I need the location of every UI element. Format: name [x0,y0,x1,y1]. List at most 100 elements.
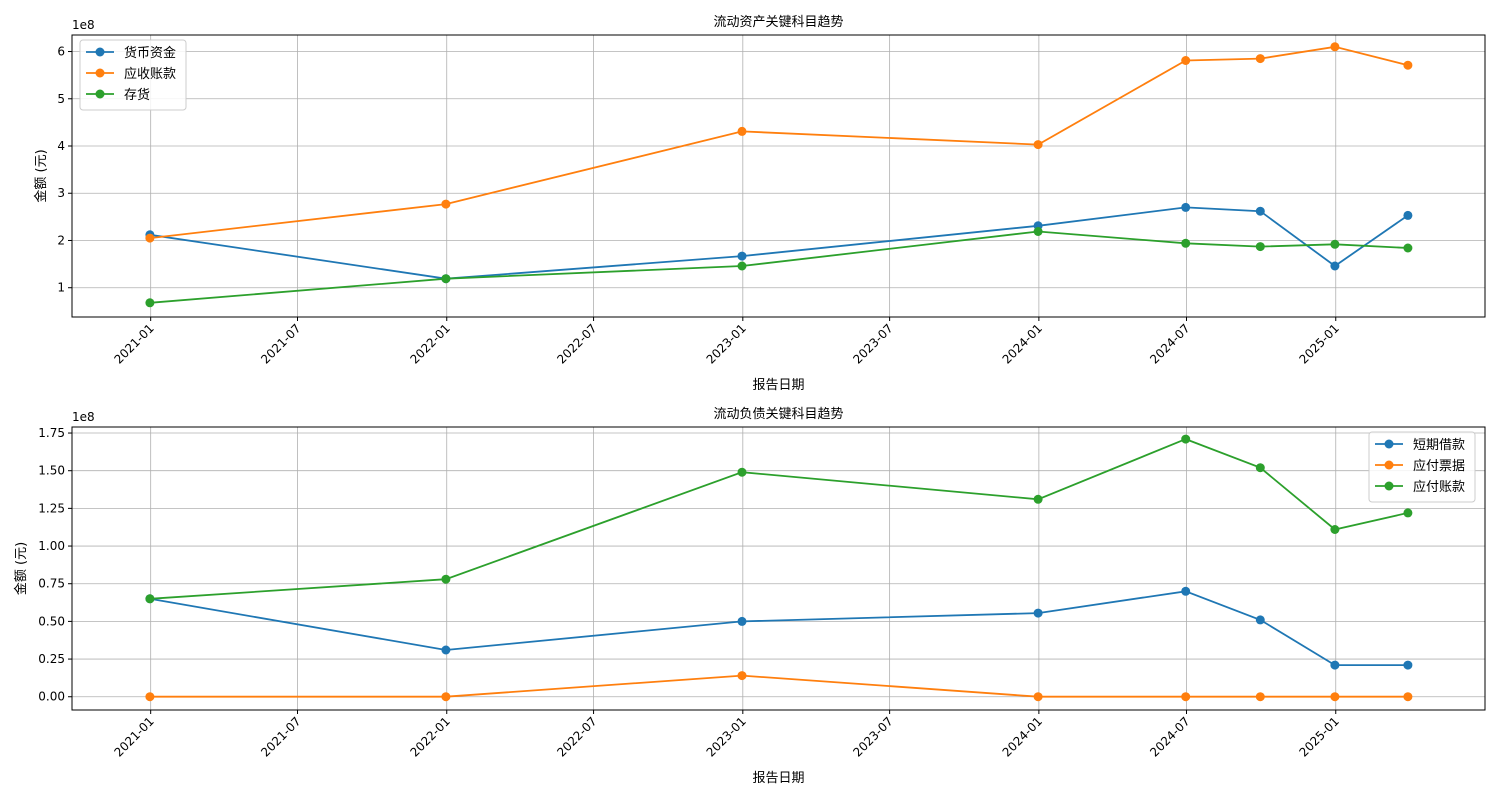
plot-frame [71,34,1486,318]
data-point [1181,434,1191,444]
y-tick-label: 0.00 [38,690,65,704]
data-point [441,692,451,702]
legend-box [79,39,187,111]
legend-marker [95,47,105,57]
data-point [441,574,451,584]
series-3 [145,227,1413,308]
x-tick-label: 2024-01 [1000,714,1045,759]
x-tick-label: 2022-07 [554,714,599,759]
x-tick-label: 2025-01 [1297,714,1342,759]
y-tick-label: 0.25 [38,652,65,666]
data-point [1255,692,1265,702]
chart-title: 流动负债关键科目趋势 [713,406,843,422]
data-point [1403,660,1413,670]
data-point [1403,210,1413,220]
x-axis-label: 报告日期 [752,378,804,393]
x-tick-label: 2025-01 [1297,321,1342,366]
data-point [1255,242,1265,252]
legend-box [1368,431,1476,503]
data-point [145,594,155,604]
x-tick-label: 2022-01 [408,714,453,759]
chart-title: 流动资产关键科目趋势 [713,14,843,30]
chart-2: 2021-01 2021-07 2022-01 2022-07 2023-01 2023-… [13,406,1486,786]
data-point [1181,56,1191,65]
x-tick-label: 2024-07 [1147,714,1192,759]
data-point [1181,692,1191,702]
x-tick-label: 2024-01 [1000,321,1045,366]
y-tick-label: 1.25 [38,501,65,515]
data-point [1403,243,1413,253]
x-tick-label: 2021-07 [258,321,303,366]
y-tick-label: 2 [57,233,65,247]
legend-label: 货币资金 [124,45,176,61]
y-axis-label: 金额 (元) [33,149,49,202]
legend-marker [1384,460,1394,470]
series-line [149,45,1409,239]
data-point [737,261,747,271]
data-point [1181,202,1191,212]
series-2 [145,671,1413,702]
data-point [1033,227,1043,236]
data-point [737,616,747,626]
y-tick-label: 1.50 [38,464,65,478]
data-point [737,126,747,136]
x-tick-label: 2023-01 [704,321,749,366]
legend-label: 存货 [124,87,150,103]
data-point [441,274,451,284]
data-point [1255,615,1265,625]
data-point [145,692,155,702]
data-point [1403,692,1413,702]
legend-label: 应付票据 [1413,458,1465,474]
series-3 [145,434,1413,604]
x-tick-label: 2024-07 [1147,321,1192,366]
x-axis-label: 报告日期 [752,771,804,786]
series-2 [145,42,1413,243]
legend-label: 短期借款 [1413,438,1465,453]
x-tick-label: 2023-07 [850,321,895,366]
data-point [737,467,747,477]
y-offset-label: 1e8 [72,410,95,424]
data-point [1181,586,1191,596]
legend-marker [1384,481,1394,491]
y-tick-label: 0.50 [38,614,65,628]
y-offset-label: 1e8 [72,18,95,32]
y-tick-label: 6 [57,45,65,59]
data-point [1330,660,1340,670]
x-tick-label: 2022-07 [554,321,599,366]
chart-1: 2021-01 2021-07 2022-01 2022-07 2023-01 2023-… [33,14,1486,393]
y-tick-label: 3 [57,186,65,200]
series-line [149,590,1408,666]
plot-frame [71,426,1486,711]
data-point [1033,494,1043,504]
data-point [737,251,747,261]
data-point [1255,206,1265,216]
y-tick-label: 0.75 [38,577,65,591]
legend-marker [1384,439,1394,449]
x-tick-label: 2021-01 [111,714,156,759]
data-point [1330,42,1340,52]
data-point [1255,54,1265,64]
y-tick-label: 1.75 [38,426,65,440]
data-point [1403,60,1413,70]
x-tick-label: 2023-01 [704,714,749,759]
x-tick-label: 2023-07 [850,714,895,759]
data-point [1255,463,1265,473]
series-1 [145,202,1413,284]
y-tick-label: 5 [57,92,65,106]
series-line [149,206,1409,280]
x-tick-label: 2022-01 [408,321,453,366]
legend-label: 应收账款 [124,66,176,82]
legend-marker [95,89,105,99]
x-tick-label: 2021-01 [111,321,156,366]
legend-marker [95,68,105,78]
data-point [1330,261,1340,271]
data-point [1330,692,1340,702]
data-point [1330,525,1340,534]
x-tick-label: 2021-07 [258,714,303,759]
series-line [149,674,1408,698]
series-line [149,438,1409,600]
y-tick-label: 1.00 [38,539,65,553]
